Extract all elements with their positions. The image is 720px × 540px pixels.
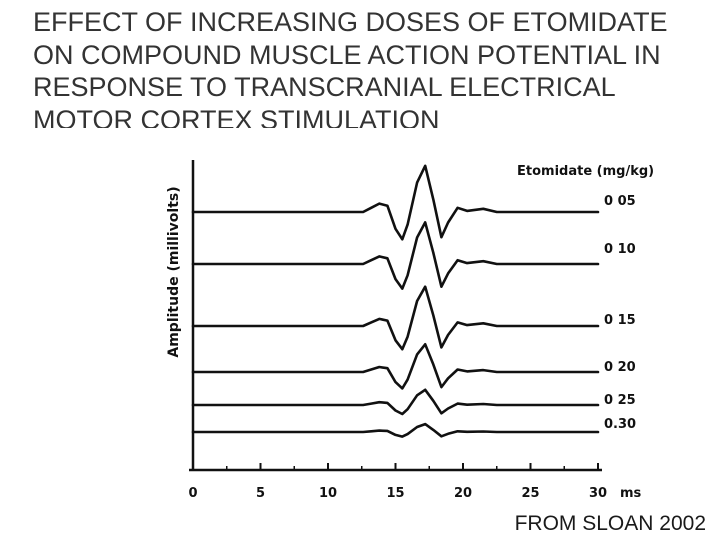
title-line-2: ON COMPOUND MUSCLE ACTION POTENTIAL IN [33,39,661,70]
chart-labels: 0 5 10 15 20 25 30 0 05 0 10 0 15 0 20 0 25 0.30 [188,194,636,501]
title-line-4: MOTOR CORTEX STIMULATION [33,104,440,129]
series-label-0.20: 0 20 [604,360,636,375]
series-label-0.30: 0.30 [604,417,636,432]
x-tick-label-0: 0 [188,486,197,501]
series-label-0.05: 0 05 [604,194,636,209]
trace-0.10 [191,221,600,290]
x-tick-label-30: 30 [589,486,607,501]
series-label-0.15: 0 15 [604,313,636,328]
chart-axes [189,160,602,472]
series-label-0.10: 0 10 [604,242,636,257]
x-tick-label-15: 15 [386,486,404,501]
x-axis-unit: ms [620,486,642,501]
legend-title: Etomidate (mg/kg) [517,164,654,179]
x-tick-label-25: 25 [521,486,539,501]
x-tick-label-5: 5 [256,486,265,501]
source-credit: FROM SLOAN 2002 [514,512,706,535]
y-axis-label: Amplitude (millivolts) [166,186,182,357]
trace-0.20 [191,342,600,390]
slide-title: EFFECT OF INCREASING DOSES OF ETOMIDATE … [33,6,703,128]
title-line-1: EFFECT OF INCREASING DOSES OF ETOMIDATE [33,7,668,37]
series-label-0.25: 0 25 [604,393,636,408]
chart-traces [191,164,600,438]
trace-0.15 [191,285,600,351]
x-tick-label-20: 20 [454,486,472,501]
trace-0.25 [191,388,600,416]
x-tick-label-10: 10 [319,486,337,501]
trace-0.05 [191,164,600,241]
title-line-3: RESPONSE TO TRANSCRANIAL ELECTRICAL [33,72,616,102]
trace-0.30 [191,422,600,438]
